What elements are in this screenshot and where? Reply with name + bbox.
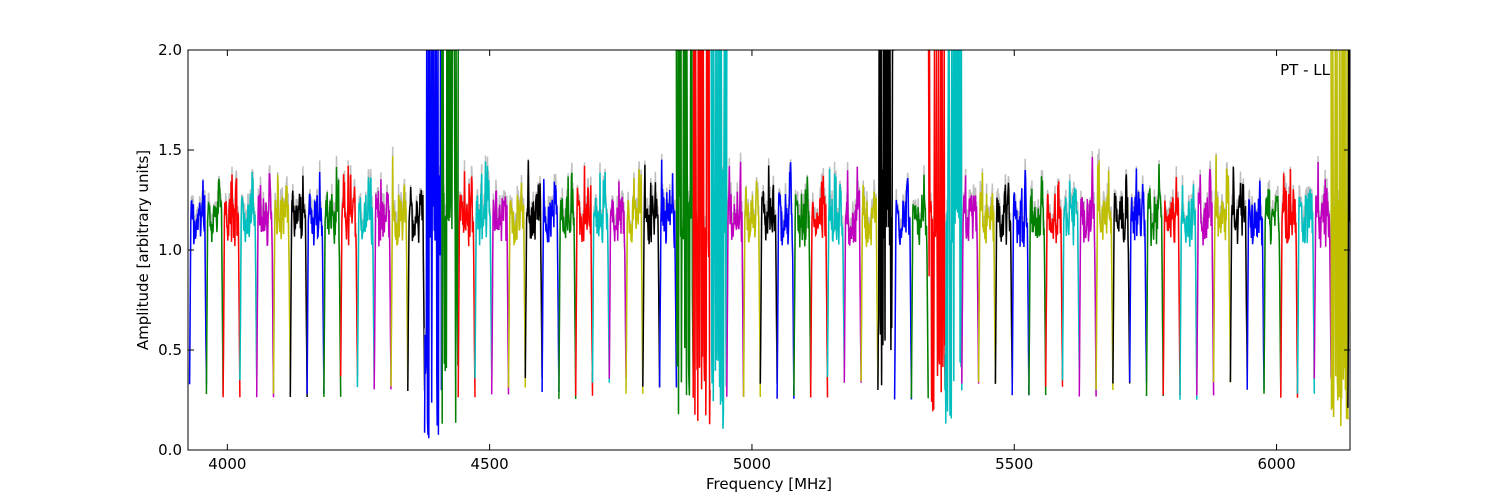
spectrum-segment [927,50,946,412]
spectrum-segment [255,172,275,398]
spectrum-segment [1145,163,1164,397]
spectrum-segment [742,180,762,398]
spectrum-segment [541,179,560,393]
spectrum-segment [1061,180,1081,381]
spectrum-segment [239,171,258,381]
spectrum-segment [407,186,426,392]
spectrum-segment [423,50,443,439]
spectrum-segment [1162,176,1181,396]
spectrum-segment [306,171,325,394]
spectrum-segment [339,165,359,377]
spectrum-segment [1128,168,1148,383]
spectrum-segment [961,175,980,384]
spectrum-segment [390,156,409,387]
spectrum-segment [776,162,795,399]
y-tick-label: 1.0 [158,241,182,259]
plot-frame [187,49,1351,451]
spectrum-segment [877,50,895,391]
spectrum-segment [507,182,527,388]
background-trace-segment [1078,150,1097,396]
spectrum-segment [608,181,627,379]
y-tick-label: 1.5 [158,141,182,159]
spectrum-segment [793,176,812,397]
spectrum-segment [1263,188,1282,394]
x-axis-label: Frequency [MHz] [706,475,832,493]
spectrum-segment [1044,181,1064,387]
spectrum-segment [524,160,543,379]
spectrum-segment [289,175,308,398]
spectrum-segment [893,178,913,400]
spectrum-segment [323,166,342,397]
spectrum-segment [1112,174,1131,384]
background-trace-segment [1313,155,1332,377]
series-layer [188,50,1350,439]
background-trace-segment [910,165,929,394]
spectrum-segment [1078,156,1097,397]
spectrum-segment [1011,169,1030,396]
x-axis: 4000 4500 5000 5500 6000 [208,50,1296,473]
spectrum-segment [1313,161,1332,379]
y-tick-label: 0.0 [158,441,182,459]
chart-annotation: PT - LL [1280,61,1331,79]
spectrum-segment [809,175,829,398]
spectrum-segment [373,179,392,390]
spectrum-segment [692,50,711,425]
spectrum-segment [1330,50,1349,427]
spectrum-segment [205,178,224,395]
spectrum-segment [1212,155,1232,383]
spectrum-segment [356,177,375,388]
spectrum-segment [1280,168,1299,398]
spectrum-segment [658,159,678,388]
x-tick-label: 6000 [1257,455,1295,473]
spectrum-segment [977,172,997,383]
spectrum-segment [944,50,963,424]
spectrum-segment [726,161,745,397]
spectrum-segment [1196,168,1215,396]
spectrum-segment [710,50,728,429]
spectrum-segment [591,171,611,383]
spectrum-segment [490,190,510,395]
x-tick-label: 4500 [471,455,509,473]
x-tick-label: 4000 [208,455,246,473]
spectrum-segment [843,166,862,383]
spectrum-segment [826,168,846,378]
spectrum-segment [1179,184,1198,400]
spectrum-segment [441,50,459,424]
spectrum-segment [222,174,241,398]
y-tick-label: 0.5 [158,341,182,359]
spectrum-segment [910,174,929,399]
x-tick-label: 5000 [733,455,771,473]
spectrum-segment [642,164,661,387]
spectrum-segment [994,182,1013,384]
spectrum-segment [1246,180,1265,390]
spectrum-segment [860,184,879,382]
spectrum-segment [625,169,644,394]
spectrum-segment [1229,166,1248,383]
x-tick-label: 5500 [995,455,1033,473]
spectrum-segment [474,161,493,379]
spectrum-segment [574,165,594,396]
spectrum-segment [457,171,476,398]
y-tick-label: 2.0 [158,41,182,59]
spectrum-segment [272,174,292,394]
y-axis-label: Amplitude [arbitrary units] [134,150,152,350]
spectrum-segment [1296,189,1316,394]
spectrum-segment [188,180,208,385]
spectrum-segment [675,50,694,415]
spectrum-segment [1028,176,1047,396]
spectrum-segment [759,165,778,384]
y-axis: 0.0 0.5 1.0 1.5 2.0 [158,41,1350,459]
spectrum-segment [1095,160,1114,391]
spectrum-segment [558,172,577,399]
